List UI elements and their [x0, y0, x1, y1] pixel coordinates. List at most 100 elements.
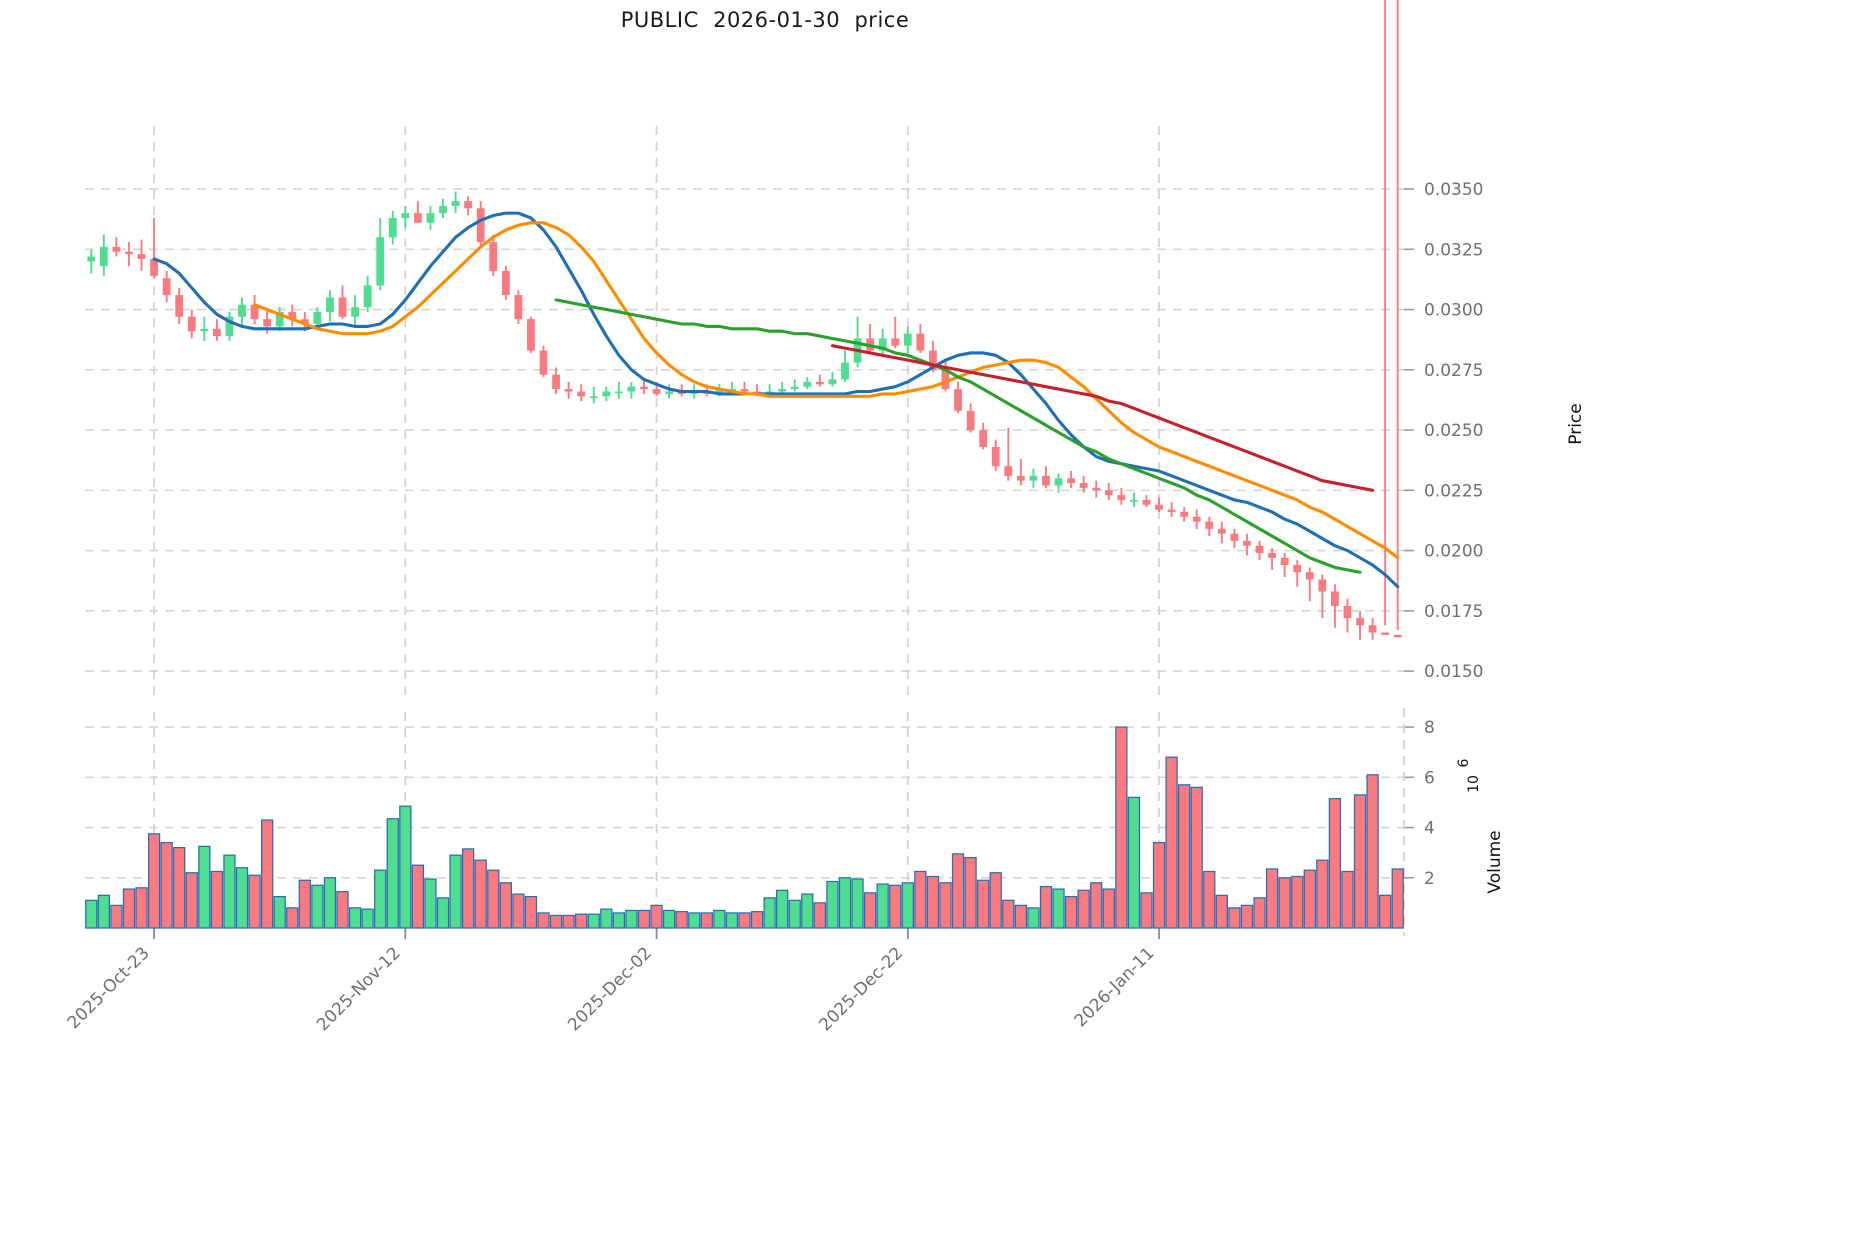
volume-bar: [1265, 868, 1279, 929]
candlestick: [740, 381, 749, 394]
candle-body: [1243, 540, 1251, 546]
candle-body: [1155, 504, 1163, 510]
candlestick: [413, 201, 422, 223]
candle-body: [627, 386, 636, 392]
candlestick: [137, 239, 146, 271]
candlestick: [1079, 475, 1088, 493]
volume-bar: [298, 879, 311, 929]
candle-body: [1016, 475, 1025, 481]
candle-body: [288, 311, 297, 320]
volume-bar: [110, 904, 123, 929]
candle-body: [1343, 606, 1352, 619]
volume-bar: [210, 870, 224, 929]
volume-bar: [813, 902, 827, 929]
volume-bar: [160, 841, 173, 929]
candlestick: [1142, 495, 1151, 508]
candle-body: [1029, 475, 1038, 481]
candlestick: [1155, 497, 1163, 512]
candlestick: [1217, 521, 1226, 544]
candlestick: [1192, 509, 1201, 529]
candle-body: [1268, 552, 1276, 558]
volume-bar: [411, 864, 425, 929]
candle-body: [979, 430, 988, 447]
volume-bar: [273, 895, 286, 929]
candle-body: [539, 350, 548, 375]
volume-bar: [248, 874, 261, 929]
candlestick: [1356, 610, 1364, 640]
candlestick: [501, 266, 510, 300]
candle-body: [213, 328, 221, 337]
candle-body: [1217, 528, 1226, 534]
moving-average-lines: [152, 211, 1400, 589]
volume-bar: [223, 854, 236, 929]
candlestick: [552, 367, 560, 394]
volume-bar: [625, 909, 638, 929]
candle-body: [413, 213, 422, 223]
candle-body: [614, 391, 623, 394]
ma-line-ma_med: [253, 221, 1400, 560]
candle-body: [954, 389, 962, 411]
candle-body: [1356, 618, 1364, 626]
candlestick: [125, 242, 133, 267]
volume-bar: [914, 870, 927, 929]
volume-bar: [1379, 894, 1392, 929]
candlestick: [162, 270, 171, 303]
volume-bar: [85, 899, 98, 929]
volume-bar: [1014, 904, 1028, 929]
candle-body: [464, 201, 473, 209]
volume-bar: [863, 892, 877, 929]
volume-bar: [537, 912, 550, 929]
volume-bar: [461, 848, 475, 929]
candlestick: [1230, 528, 1239, 549]
candle-body: [250, 304, 259, 320]
candle-body: [916, 333, 925, 351]
volume-bar: [524, 895, 538, 929]
candlestick: [778, 381, 787, 394]
price-tick-label: 0.0225: [1424, 481, 1483, 501]
candle-body: [527, 319, 535, 351]
candlestick: [1067, 471, 1076, 488]
candle-body: [589, 396, 598, 399]
candle-body: [87, 256, 96, 262]
candlestick: [640, 379, 648, 394]
candlestick-series: [87, 0, 1402, 640]
volume-bar: [185, 872, 198, 929]
volume-bar: [939, 882, 952, 929]
candle-body: [326, 297, 334, 312]
volume-bar: [1064, 895, 1078, 929]
candlestick: [1042, 466, 1050, 488]
volume-bar: [587, 913, 600, 929]
volume-bar: [474, 859, 487, 929]
volume-bar: [675, 911, 688, 929]
volume-bar: [951, 853, 965, 929]
volume-bar: [1039, 885, 1053, 929]
volume-bar: [637, 909, 651, 929]
candlestick: [539, 345, 548, 378]
candle-body: [451, 201, 460, 206]
candlestick: [790, 379, 799, 392]
candlestick: [1280, 552, 1289, 578]
candle-body: [640, 386, 648, 390]
candle-body: [187, 316, 196, 332]
volume-bar: [260, 819, 274, 929]
volume-bar: [788, 899, 801, 929]
candle-body: [1230, 533, 1239, 541]
candlestick: [1293, 560, 1302, 587]
candlestick: [250, 295, 259, 324]
volume-bar: [147, 833, 161, 929]
candlestick: [1381, 0, 1390, 635]
candlestick: [99, 234, 108, 276]
candle-body: [376, 237, 385, 286]
candlestick: [451, 191, 460, 214]
volume-axis-title: Volume: [1485, 830, 1505, 893]
candle-body: [238, 304, 246, 317]
volume-bar: [235, 867, 249, 929]
volume-bar: [662, 909, 676, 929]
candle-body: [1393, 634, 1402, 638]
candle-body: [175, 295, 184, 317]
candle-body: [991, 446, 1000, 467]
candle-body: [150, 258, 158, 276]
volume-bar: [1240, 904, 1254, 929]
candle-body: [1331, 591, 1339, 606]
